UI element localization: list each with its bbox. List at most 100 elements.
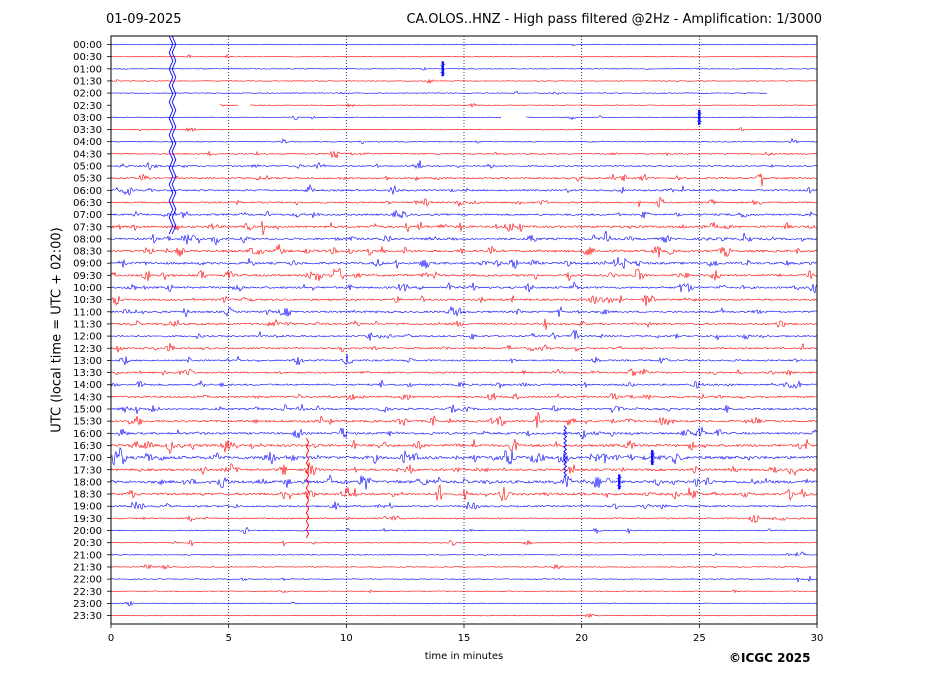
row-label-08:30: 08:30 [73,247,102,258]
trace-row-07:00 [110,209,818,219]
row-label-20:30: 20:30 [73,538,102,549]
event-2 [563,425,568,478]
row-label-13:30: 13:30 [73,368,102,379]
trace-line [110,353,818,366]
y-axis-label: UTC (local time = UTC + 02:00) [49,227,65,433]
trace-row-18:00 [110,474,818,490]
event-0 [168,35,174,235]
row-label-10:00: 10:00 [73,283,102,294]
row-label-14:30: 14:30 [73,392,102,403]
trace-line [110,343,818,353]
row-label-07:30: 07:30 [73,222,102,233]
trace-row-22:30 [110,589,817,594]
event-3 [649,449,656,466]
trace-row-17:00 [110,446,818,466]
row-label-16:00: 16:00 [73,429,102,440]
trace-line [110,90,768,95]
trace-row-21:00 [110,551,818,557]
trace-line [110,150,818,158]
trace-row-19:30 [110,515,818,524]
row-label-04:00: 04:00 [73,137,102,148]
trace-row-11:00 [110,305,818,318]
row-label-05:00: 05:00 [73,162,102,173]
trace-row-08:00 [110,230,818,246]
row-label-10:30: 10:30 [73,295,102,306]
trace-line [110,438,818,455]
x-tick-label-0: 0 [108,633,114,644]
row-label-05:30: 05:30 [73,174,102,185]
row-label-01:00: 01:00 [73,64,102,75]
row-label-17:30: 17:30 [73,465,102,476]
trace-row-09:00 [111,256,818,270]
x-axis-ticks: 0 5 10 15 20 25 30 [108,624,824,644]
trace-row-12:30 [110,343,818,353]
row-label-02:30: 02:30 [73,101,102,112]
trace-row-00:00 [110,43,818,47]
trace-row-10:00 [110,281,818,294]
trace-row-05:30 [110,173,818,187]
trace-line [110,484,818,501]
row-label-03:00: 03:00 [73,113,102,124]
trace-row-20:30 [110,539,818,547]
trace-row-12:00 [110,329,818,341]
trace-line [110,54,818,59]
trace-row-17:30 [110,462,818,477]
trace-line [110,446,818,466]
trace-row-01:00 [111,66,818,71]
trace-line [110,551,818,557]
trace-row-08:30 [110,244,818,258]
row-label-18:00: 18:00 [73,477,102,488]
row-label-17:00: 17:00 [73,453,102,464]
trace-row-03:00 [111,115,818,121]
row-label-14:00: 14:00 [73,380,102,391]
trace-row-23:00 [110,600,818,607]
trace-row-05:00 [110,160,818,171]
trace-line [110,318,818,330]
row-label-21:00: 21:00 [73,550,102,561]
trace-row-04:00 [110,137,818,144]
trace-line [110,230,818,246]
trace-row-15:30 [110,411,818,429]
trace-row-13:30 [110,368,818,377]
trace-line [110,515,818,524]
trace-row-03:30 [110,127,817,133]
row-label-23:30: 23:30 [73,611,102,622]
x-tick-label-5: 5 [225,633,231,644]
x-tick-label-10: 10 [340,633,353,644]
row-label-12:30: 12:30 [73,344,102,355]
row-label-04:30: 04:30 [73,149,102,160]
row-label-02:00: 02:00 [73,89,102,100]
row-label-07:00: 07:00 [73,210,102,221]
trace-row-23:30 [110,612,818,619]
trace-line [110,526,818,534]
x-tick-label-30: 30 [811,633,824,644]
chart-title: CA.OLOS..HNZ - High pass filtered @2Hz -… [406,12,822,27]
row-label-15:30: 15:30 [73,417,102,428]
trace-row-16:30 [110,438,818,455]
trace-line [110,329,818,341]
trace-row-10:30 [110,295,818,307]
row-label-00:30: 00:30 [73,52,102,63]
trace-line [110,411,818,429]
trace-row-16:00 [111,426,818,440]
trace-row-06:00 [110,183,818,196]
trace-row-19:00 [110,501,818,510]
trace-row-04:30 [110,150,818,158]
trace-line [219,102,818,108]
trace-line [110,281,818,294]
trace-line [110,600,818,607]
trace-line [111,256,818,270]
trace-row-21:30 [110,563,818,570]
row-label-22:30: 22:30 [73,587,102,598]
trace-row-13:00 [110,353,818,366]
row-label-18:30: 18:30 [73,490,102,501]
chart-date: 01-09-2025 [106,12,182,27]
trace-row-00:30 [110,54,818,59]
trace-line [110,160,818,171]
trace-line [110,501,818,510]
trace-line [111,66,818,71]
x-tick-label-25: 25 [693,633,706,644]
trace-line [110,244,818,258]
trace-line [110,196,818,208]
